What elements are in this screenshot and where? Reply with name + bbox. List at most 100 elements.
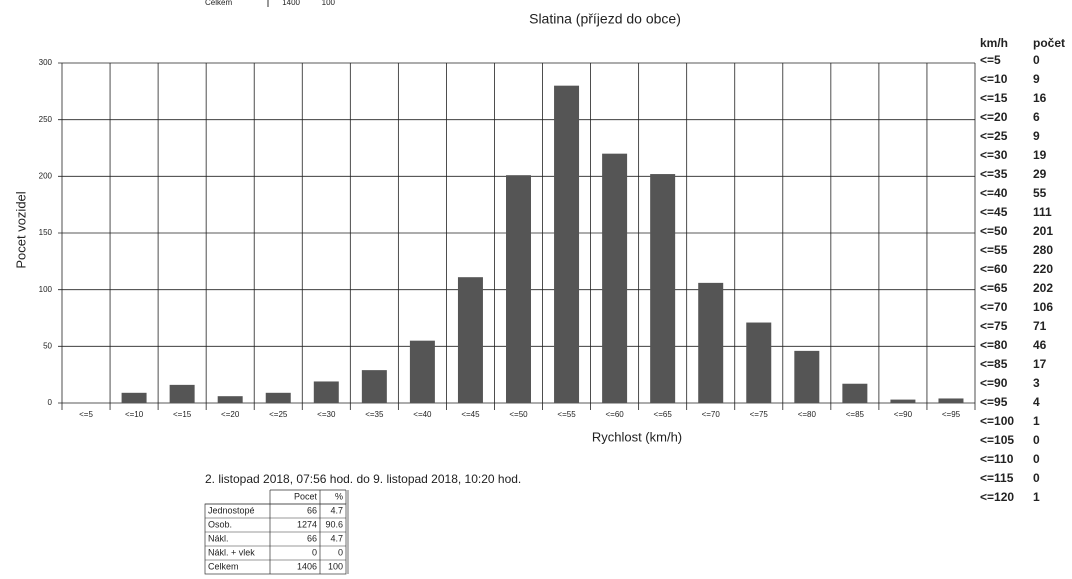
y-tick-label: 250	[39, 115, 53, 124]
side-speed: <=100	[980, 414, 1014, 428]
summary-cell: 1274	[297, 519, 317, 529]
side-speed: <=35	[980, 167, 1008, 181]
side-speed: <=45	[980, 205, 1008, 219]
summary-cell: 1406	[297, 561, 317, 571]
side-count: 220	[1033, 262, 1053, 276]
side-count: 111	[1033, 205, 1052, 219]
bar	[698, 282, 724, 403]
x-tick-label: <=20	[221, 410, 240, 419]
bar	[121, 392, 147, 403]
fragment-text: 1400	[282, 0, 300, 7]
summary-cell: 4.7	[330, 533, 343, 543]
x-tick-label: <=95	[942, 410, 961, 419]
x-tick-label: <=10	[125, 410, 144, 419]
side-count: 4	[1033, 395, 1040, 409]
summary-header: Pocet	[294, 491, 318, 501]
side-speed: <=95	[980, 395, 1008, 409]
side-speed: <=75	[980, 319, 1008, 333]
side-speed: <=120	[980, 490, 1014, 504]
side-count: 201	[1033, 224, 1053, 238]
chart-title: Slatina (příjezd do obce)	[529, 11, 681, 27]
y-tick-label: 0	[48, 398, 53, 407]
bar	[457, 277, 483, 403]
summary-cell: Nákl.	[208, 533, 229, 543]
side-count: 0	[1033, 433, 1040, 447]
summary-cell: 0	[312, 547, 317, 557]
side-speed: <=40	[980, 186, 1008, 200]
summary-cell: Celkem	[208, 561, 239, 571]
x-tick-label: <=5	[79, 410, 93, 419]
side-count: 46	[1033, 338, 1047, 352]
side-count: 202	[1033, 281, 1053, 295]
x-tick-label: <=35	[365, 410, 384, 419]
side-count: 19	[1033, 148, 1047, 162]
side-speed: <=110	[980, 452, 1014, 466]
bar	[602, 153, 628, 403]
y-tick-label: 200	[39, 171, 53, 180]
bar	[409, 340, 435, 403]
bar	[361, 370, 387, 403]
fragment-text: Celkem	[205, 0, 232, 7]
x-tick-label: <=55	[557, 410, 576, 419]
x-tick-label: <=85	[846, 410, 865, 419]
bar	[506, 175, 531, 403]
y-axis-label: Pocet vozidel	[13, 191, 28, 268]
summary-cell: 66	[307, 505, 317, 515]
side-count: 1	[1033, 414, 1040, 428]
side-count: 106	[1033, 300, 1053, 314]
side-speed: <=60	[980, 262, 1008, 276]
x-tick-label: <=40	[413, 410, 432, 419]
side-count: 0	[1033, 452, 1040, 466]
side-count: 29	[1033, 167, 1047, 181]
side-count: 71	[1033, 319, 1047, 333]
x-tick-label: <=90	[894, 410, 913, 419]
summary-cell: Nákl. + vlek	[208, 547, 255, 557]
x-tick-label: <=15	[173, 410, 192, 419]
fragment-text: 100	[322, 0, 336, 7]
side-speed: <=115	[980, 471, 1014, 485]
side-speed: <=10	[980, 72, 1008, 86]
bar	[217, 396, 243, 403]
bar	[746, 322, 772, 403]
side-speed: <=20	[980, 110, 1008, 124]
summary-cell: 4.7	[330, 505, 343, 515]
bar	[265, 392, 291, 403]
side-count: 3	[1033, 376, 1040, 390]
bar	[169, 384, 195, 403]
summary-cell: 0	[338, 547, 343, 557]
x-tick-label: <=60	[605, 410, 624, 419]
x-tick-label: <=25	[269, 410, 288, 419]
side-speed: <=30	[980, 148, 1008, 162]
bar	[650, 174, 676, 403]
side-count: 55	[1033, 186, 1047, 200]
x-tick-label: <=50	[509, 410, 528, 419]
side-speed: <=25	[980, 129, 1008, 143]
side-count: 17	[1033, 357, 1047, 371]
side-speed: <=50	[980, 224, 1008, 238]
summary-cell: 66	[307, 533, 317, 543]
bar	[794, 350, 820, 403]
period-note: 2. listopad 2018, 07:56 hod. do 9. listo…	[205, 472, 521, 486]
summary-cell: Osob.	[208, 519, 232, 529]
x-tick-label: <=30	[317, 410, 336, 419]
side-count: 9	[1033, 72, 1040, 86]
y-tick-label: 300	[39, 58, 53, 67]
bar	[842, 383, 868, 403]
side-speed: <=5	[980, 53, 1001, 67]
side-speed: <=70	[980, 300, 1008, 314]
side-speed: <=105	[980, 433, 1014, 447]
side-count: 0	[1033, 53, 1040, 67]
side-speed: <=85	[980, 357, 1008, 371]
summary-header: %	[335, 491, 343, 501]
side-count: 280	[1033, 243, 1053, 257]
side-count: 1	[1033, 490, 1040, 504]
side-header: km/h	[980, 36, 1008, 50]
bar	[890, 399, 916, 403]
x-tick-label: <=70	[702, 410, 721, 419]
x-tick-label: <=45	[461, 410, 480, 419]
side-count: 0	[1033, 471, 1040, 485]
bar	[313, 381, 339, 403]
bar	[938, 398, 964, 403]
